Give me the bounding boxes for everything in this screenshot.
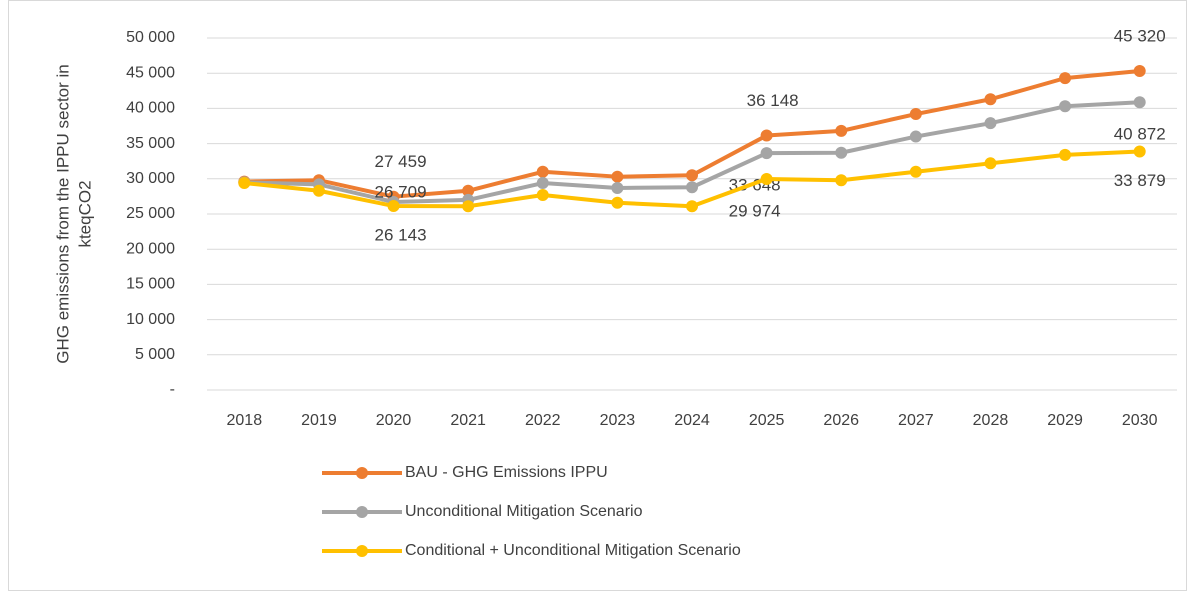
data-label: 26 143 — [375, 225, 427, 244]
data-label: 29 974 — [729, 201, 781, 220]
legend-marker — [356, 506, 368, 518]
data-label: 33 879 — [1114, 171, 1166, 190]
x-tick-label: 2030 — [1122, 412, 1158, 429]
data-point — [1133, 145, 1146, 158]
x-tick-label: 2028 — [973, 412, 1009, 429]
x-tick-label: 2024 — [674, 412, 710, 429]
data-label: 26 709 — [375, 182, 427, 201]
data-point — [611, 170, 624, 183]
data-point — [909, 165, 922, 178]
data-point — [462, 200, 475, 213]
x-tick-label: 2026 — [823, 412, 859, 429]
data-point — [686, 200, 698, 213]
y-tick-label: 40 000 — [126, 100, 175, 117]
x-tick-label: 2022 — [525, 412, 561, 429]
y-tick-label: 20 000 — [126, 240, 175, 257]
data-point — [835, 146, 848, 159]
data-point — [909, 108, 922, 121]
x-tick-label: 2020 — [376, 412, 412, 429]
data-point — [984, 117, 997, 130]
x-tick-label: 2021 — [450, 412, 486, 429]
legend-marker — [356, 545, 368, 557]
y-tick-label: - — [170, 381, 175, 398]
data-point — [984, 157, 997, 170]
y-tick-label: 10 000 — [126, 311, 175, 328]
x-tick-label: 2027 — [898, 412, 934, 429]
legend-label: Unconditional Mitigation Scenario — [405, 503, 643, 520]
data-point — [536, 165, 549, 178]
data-point — [462, 184, 475, 197]
legend-label: BAU - GHG Emissions IPPU — [405, 464, 608, 481]
y-axis-label: kteqCO2 — [75, 180, 94, 247]
data-point — [686, 181, 698, 194]
legend-label: Conditional + Unconditional Mitigation S… — [405, 542, 741, 559]
data-point — [536, 188, 549, 201]
x-tick-label: 2029 — [1047, 412, 1083, 429]
data-label: 27 459 — [375, 152, 427, 171]
data-label: 40 872 — [1114, 125, 1166, 144]
data-point — [760, 147, 773, 160]
x-tick-label: 2018 — [227, 412, 263, 429]
data-point — [387, 199, 400, 212]
data-point — [909, 130, 922, 143]
legend-marker — [356, 467, 368, 479]
data-point — [611, 196, 624, 209]
x-tick-label: 2019 — [301, 412, 337, 429]
data-label: 45 320 — [1114, 26, 1166, 45]
x-tick-label: 2025 — [749, 412, 785, 429]
data-point — [1133, 96, 1146, 109]
y-tick-label: 15 000 — [126, 276, 175, 293]
data-point — [1059, 72, 1072, 85]
data-point — [1059, 148, 1072, 161]
data-point — [1133, 64, 1146, 77]
data-point — [312, 184, 325, 197]
data-point — [760, 172, 773, 185]
y-tick-label: 35 000 — [126, 135, 175, 152]
y-tick-label: 25 000 — [126, 205, 175, 222]
y-tick-label: 45 000 — [126, 64, 175, 81]
chart-frame — [8, 0, 1187, 591]
x-tick-label: 2023 — [600, 412, 636, 429]
y-tick-label: 50 000 — [126, 29, 175, 46]
y-axis-label: GHG emissions from the IPPU sector in — [53, 64, 72, 363]
y-tick-label: 5 000 — [135, 346, 175, 363]
data-point — [835, 174, 848, 187]
data-point — [835, 124, 848, 137]
data-point — [611, 181, 624, 194]
data-point — [1059, 100, 1072, 113]
data-label: 36 148 — [747, 91, 799, 110]
y-tick-label: 30 000 — [126, 170, 175, 187]
data-point — [536, 177, 549, 190]
data-point — [984, 93, 997, 106]
data-point — [760, 129, 773, 142]
data-point — [686, 169, 698, 182]
data-point — [238, 177, 251, 190]
